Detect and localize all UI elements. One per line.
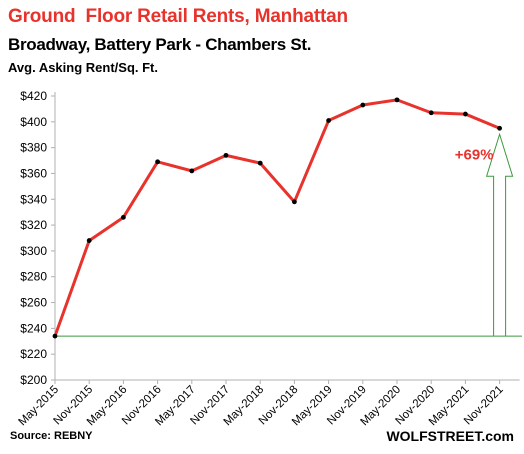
data-point xyxy=(497,125,502,131)
data-point xyxy=(463,111,468,117)
y-tick-label: $220 xyxy=(20,347,47,361)
data-point xyxy=(292,199,297,205)
growth-arrow xyxy=(485,132,514,337)
y-tick-label: $240 xyxy=(20,321,47,335)
y-tick-label: $360 xyxy=(20,166,47,180)
data-point xyxy=(223,152,229,158)
source-label: Source: REBNY xyxy=(10,430,93,442)
data-point xyxy=(257,160,263,166)
data-point xyxy=(428,110,434,116)
y-tick-label: $200 xyxy=(20,373,47,387)
y-tick-label: $380 xyxy=(20,141,47,155)
data-point xyxy=(326,118,331,123)
data-point xyxy=(394,97,400,103)
y-tick-label: $320 xyxy=(20,218,47,232)
chart-title: Ground Floor Retail Rents, Manhattan xyxy=(8,6,348,27)
growth-annotation: +69% xyxy=(455,146,494,163)
brand-watermark: WOLFSTREET.com xyxy=(386,428,514,444)
data-point xyxy=(360,102,366,108)
y-axis-label: Avg. Asking Rent/Sq. Ft. xyxy=(8,60,158,75)
data-point xyxy=(86,238,92,243)
y-tick-label: $300 xyxy=(20,244,47,258)
y-tick-label: $280 xyxy=(20,270,47,284)
y-tick-label: $260 xyxy=(20,296,47,310)
y-tick-label: $340 xyxy=(20,192,47,206)
rent-series-line xyxy=(53,98,501,337)
data-point xyxy=(52,333,58,339)
y-tick-label: $400 xyxy=(20,115,47,129)
chart-subtitle: Broadway, Battery Park - Chambers St. xyxy=(8,35,312,54)
y-tick-label: $420 xyxy=(20,89,47,103)
data-point xyxy=(189,168,195,174)
data-point xyxy=(155,159,161,165)
data-point xyxy=(121,214,126,220)
